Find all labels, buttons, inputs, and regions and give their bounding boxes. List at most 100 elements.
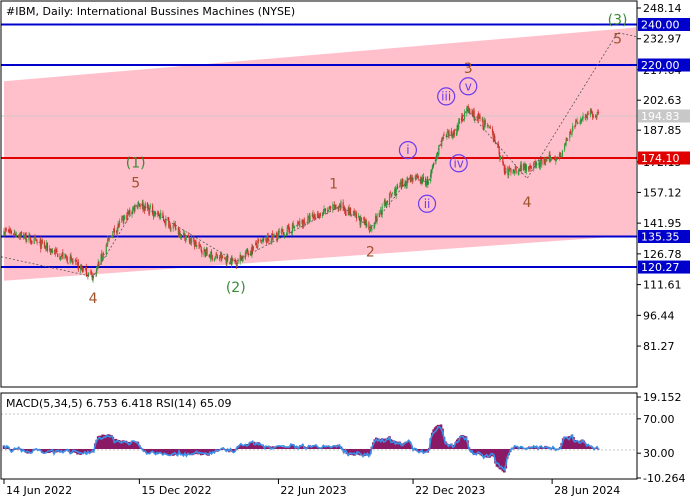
macd-bar xyxy=(377,438,381,449)
macd-bar xyxy=(101,434,104,449)
candle-bear xyxy=(379,213,381,215)
candle-bear xyxy=(184,233,186,241)
candle-bear xyxy=(520,164,522,171)
candle-bull xyxy=(472,111,475,116)
candle-bull xyxy=(182,233,185,236)
candle-bear xyxy=(8,228,10,233)
candle-bear xyxy=(148,206,150,214)
candle-bull xyxy=(395,188,397,196)
macd-bar xyxy=(167,448,171,455)
macd-bar xyxy=(158,448,162,454)
macd-bar xyxy=(191,448,194,456)
candle-bull xyxy=(138,203,140,206)
candle-bear xyxy=(9,231,11,233)
candle-bull xyxy=(149,207,151,214)
macd-bar xyxy=(255,442,259,449)
candle-bear xyxy=(491,128,494,133)
candle-bear xyxy=(510,168,512,173)
candle-bull xyxy=(168,223,171,227)
candle-bull xyxy=(13,232,15,235)
candle-bear xyxy=(556,158,558,160)
candle-bear xyxy=(450,130,452,136)
macd-bar xyxy=(563,436,566,449)
candle-bull xyxy=(226,256,228,264)
candle-bear xyxy=(163,218,165,222)
wave-label: 4 xyxy=(89,291,98,307)
candle-bear xyxy=(260,240,262,241)
candle-bull xyxy=(214,256,216,258)
candle-bear xyxy=(483,126,485,128)
candle-bull xyxy=(404,182,406,188)
candle-bull xyxy=(560,155,562,157)
candle-bear xyxy=(566,139,568,141)
macd-bar xyxy=(442,436,446,449)
macd-bar xyxy=(480,448,484,457)
indicator-label: MACD(5,34,5) 6.753 6.418 RSI(14) 65.09 xyxy=(6,397,231,410)
price-tick-label: 157.12 xyxy=(643,186,682,199)
candle-bear xyxy=(256,246,258,248)
candle-bear xyxy=(200,247,202,251)
macd-bar xyxy=(163,448,166,454)
time-tick-label: 22 Jun 2023 xyxy=(280,484,346,497)
candle-bear xyxy=(199,245,202,247)
candle-bull xyxy=(143,205,145,208)
macd-bar xyxy=(566,436,569,449)
macd-bar xyxy=(210,448,213,454)
candle-bull xyxy=(427,182,430,184)
macd-bar xyxy=(464,436,468,449)
candle-bear xyxy=(30,241,32,243)
candle-bull xyxy=(51,250,54,253)
macd-bar xyxy=(104,435,107,449)
macd-bar xyxy=(358,448,362,456)
macd-signal-line xyxy=(3,426,600,472)
candle-bull xyxy=(283,234,285,236)
candle-bull xyxy=(431,168,433,171)
candle-bull xyxy=(116,227,118,234)
wave-label: iv xyxy=(453,156,463,170)
candle-bull xyxy=(422,177,424,183)
level-tag-text: 220.00 xyxy=(641,59,680,72)
macd-bar xyxy=(477,448,481,455)
candle-bear xyxy=(288,224,290,230)
candle-bear xyxy=(268,239,270,242)
candle-bull xyxy=(286,226,288,233)
candle-bear xyxy=(174,223,176,225)
candle-bull xyxy=(72,261,74,263)
time-tick-label: 22 Dec 2023 xyxy=(415,484,485,497)
candle-bull xyxy=(178,231,180,235)
candle-bull xyxy=(354,212,356,215)
macd-bar xyxy=(192,448,196,455)
candle-bear xyxy=(349,208,352,215)
macd-bar xyxy=(283,447,287,449)
candle-bull xyxy=(85,267,87,270)
candle-bull xyxy=(337,207,339,209)
macd-bar xyxy=(276,446,279,449)
wave-label: 5 xyxy=(131,176,140,192)
candle-bear xyxy=(497,144,499,145)
candle-bear xyxy=(525,163,527,171)
candle-bear xyxy=(363,218,366,225)
candle-bull xyxy=(24,237,26,239)
macd-bar xyxy=(573,439,577,449)
candle-bear xyxy=(489,127,491,129)
macd-bar xyxy=(110,435,113,449)
candle-bear xyxy=(533,161,536,163)
candle-bull xyxy=(391,193,394,195)
wave-projection-path xyxy=(1,32,637,278)
level-tag-120.27 xyxy=(638,260,690,274)
candle-bull xyxy=(307,216,309,223)
candle-bear xyxy=(380,210,383,214)
macd-bar xyxy=(355,448,359,453)
macd-bar xyxy=(107,434,110,449)
macd-bar xyxy=(58,448,62,452)
macd-bar xyxy=(114,438,118,449)
candle-bull xyxy=(237,260,239,263)
macd-bar xyxy=(201,448,204,455)
macd-bar xyxy=(196,448,200,455)
candle-bull xyxy=(230,259,232,264)
candle-bull xyxy=(261,240,263,242)
macd-bar xyxy=(576,441,580,449)
macd-bar xyxy=(43,448,47,453)
candle-bull xyxy=(159,215,161,217)
